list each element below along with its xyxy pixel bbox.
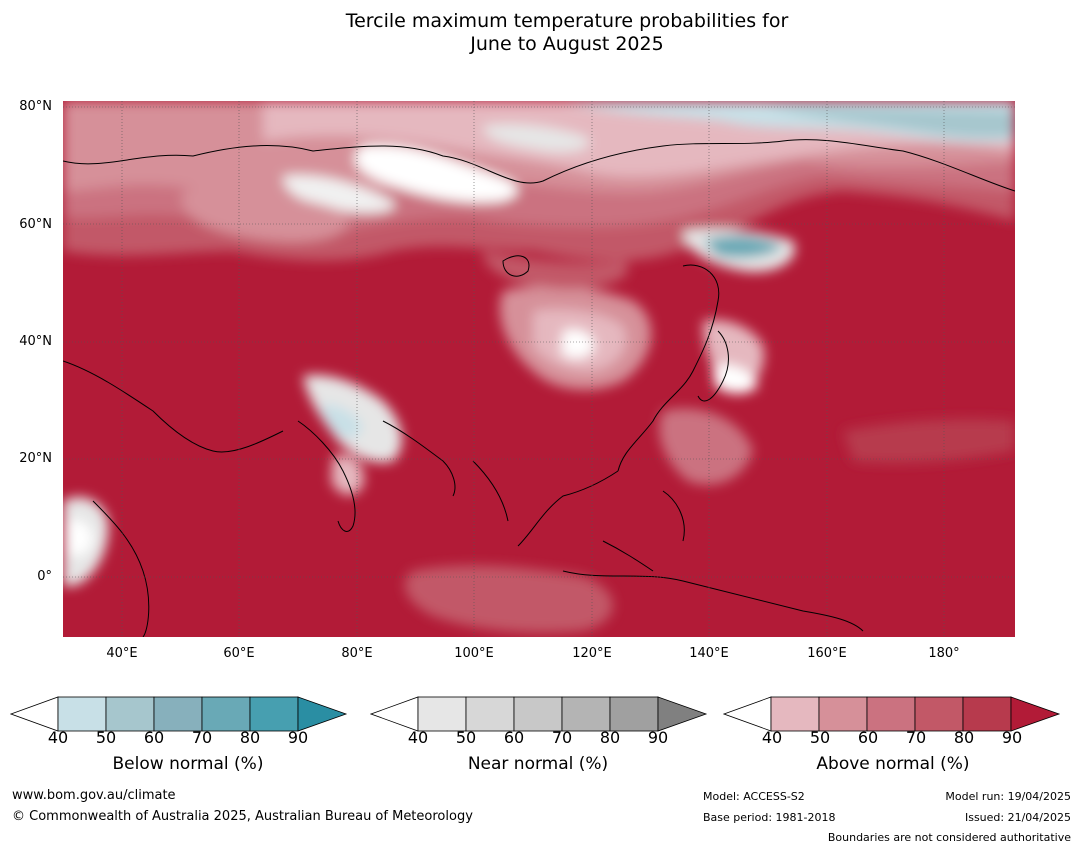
near-extend-low (369, 696, 419, 732)
lon-label-160e: 160°E (807, 646, 847, 661)
lon-label-180: 180° (928, 646, 960, 661)
below-swatch-2 (105, 696, 155, 732)
below-tick-80: 80 (239, 728, 261, 747)
below-tick-50: 50 (95, 728, 117, 747)
above-tick-70: 70 (905, 728, 927, 747)
title-line-1: Tercile maximum temperature probabilitie… (345, 10, 789, 32)
above-swatch-1 (770, 696, 820, 732)
probability-map (63, 101, 1015, 637)
above-swatch-4 (914, 696, 964, 732)
boundaries-note: Boundaries are not considered authoritat… (827, 831, 1071, 844)
below-tick-70: 70 (191, 728, 213, 747)
near-extend-high (657, 696, 708, 732)
colorbar-near-swatches (369, 696, 708, 732)
graticule (63, 101, 1015, 637)
below-tick-90: 90 (287, 728, 309, 747)
lat-label-60n: 60°N (19, 217, 52, 232)
near-tick-60: 60 (503, 728, 525, 747)
lat-label-80n: 80°N (19, 99, 52, 114)
copyright-text: © Commonwealth of Australia 2025, Austra… (12, 809, 473, 824)
near-tick-50: 50 (455, 728, 477, 747)
lon-label-80e: 80°E (341, 646, 373, 661)
near-title: Near normal (%) (467, 754, 609, 774)
near-swatch-1 (417, 696, 467, 732)
model-run-text: Model run: 19/04/2025 (945, 790, 1071, 803)
below-title: Below normal (%) (112, 754, 264, 774)
map-title: Tercile maximum temperature probabilitie… (0, 10, 1081, 56)
below-swatch-1 (57, 696, 107, 732)
near-tick-40: 40 (407, 728, 429, 747)
colorbar-near: 40 50 60 70 80 90 Near normal (%) (369, 696, 710, 774)
below-tick-60: 60 (143, 728, 165, 747)
near-tick-70: 70 (551, 728, 573, 747)
lon-label-140e: 140°E (689, 646, 729, 661)
lat-label-0: 0° (37, 569, 52, 584)
probability-fields (63, 101, 1015, 633)
near-swatch-2 (465, 696, 515, 732)
above-tick-60: 60 (857, 728, 879, 747)
title-line-2: June to August 2025 (470, 33, 664, 55)
colorbar-above: 40 50 60 70 80 90 Above normal (%) (722, 696, 1063, 774)
near-tick-90: 90 (647, 728, 669, 747)
below-swatch-3 (153, 696, 203, 732)
above-tick-80: 80 (953, 728, 975, 747)
below-swatch-5 (249, 696, 299, 732)
colorbar-above-swatches (722, 696, 1061, 732)
above-title: Above normal (%) (816, 754, 970, 774)
near-swatch-3 (513, 696, 563, 732)
above-extend-high (1010, 696, 1061, 732)
website-text: www.bom.gov.au/climate (12, 788, 176, 803)
lon-label-60e: 60°E (223, 646, 255, 661)
map-canvas (63, 101, 1015, 637)
above-extend-low (722, 696, 772, 732)
near-tick-80: 80 (599, 728, 621, 747)
below-extend-high (297, 696, 348, 732)
above-tick-90: 90 (1001, 728, 1023, 747)
above-swatch-5 (962, 696, 1012, 732)
lon-label-120e: 120°E (572, 646, 612, 661)
above-tick-40: 40 (761, 728, 783, 747)
base-period-text: Base period: 1981-2018 (703, 811, 836, 824)
above-tick-50: 50 (809, 728, 831, 747)
below-swatch-4 (201, 696, 251, 732)
lon-label-40e: 40°E (106, 646, 138, 661)
colorbar-below-swatches (9, 696, 348, 732)
coastlines (63, 139, 1015, 637)
issued-text: Issued: 21/04/2025 (964, 811, 1071, 824)
model-text: Model: ACCESS-S2 (703, 790, 805, 803)
lat-label-40n: 40°N (19, 334, 52, 349)
below-tick-40: 40 (47, 728, 69, 747)
lon-label-100e: 100°E (454, 646, 494, 661)
above-swatch-3 (866, 696, 916, 732)
lat-label-20n: 20°N (19, 451, 52, 466)
above-swatch-2 (818, 696, 868, 732)
near-swatch-4 (561, 696, 611, 732)
colorbar-below: 40 50 60 70 80 90 Below normal (%) (9, 696, 350, 774)
near-swatch-5 (609, 696, 659, 732)
below-extend-low (9, 696, 59, 732)
